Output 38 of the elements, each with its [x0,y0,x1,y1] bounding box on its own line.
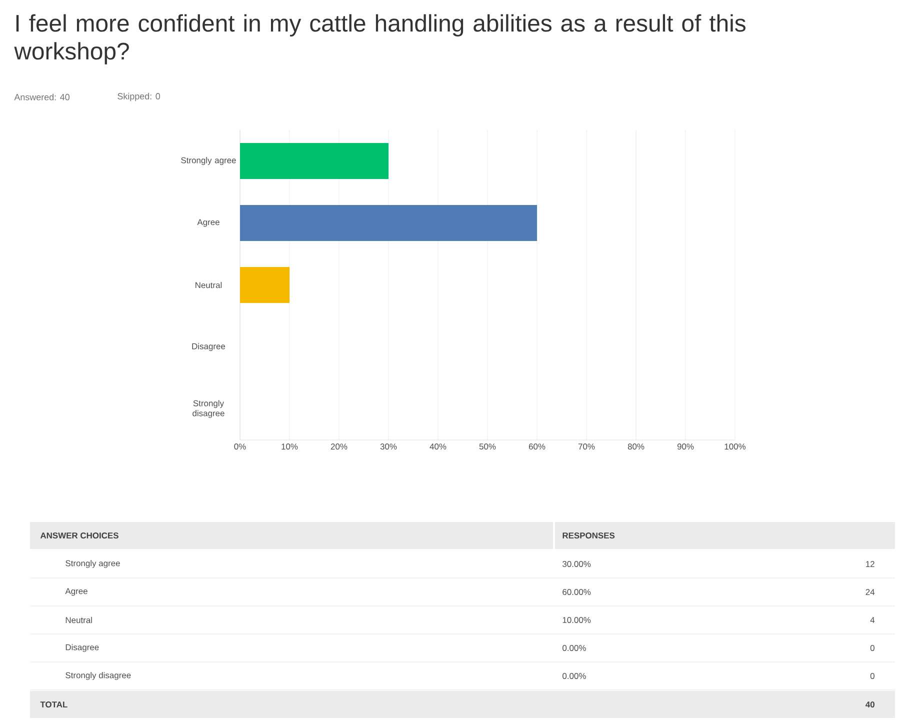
text: TOTAL [40,702,68,708]
x-tick-label: 10% [282,444,298,450]
text: 10.00% [562,617,591,623]
x-tick-label: 70% [578,444,595,450]
x-tick-label: 50% [479,444,496,450]
y-tick-label: Neutral [196,282,222,288]
text: 60.00% [562,589,591,595]
text: 0 [870,645,874,651]
chart-title: I feel more confident in my cattle handling abilities as a result of this workshop? [14,14,746,64]
text: 4 [870,617,875,623]
category-label: Strongly disagree [66,672,131,680]
x-tick-label: 100% [724,444,746,450]
x-tick-label: 60% [528,444,546,450]
y-tick-label: Strongly agree [181,157,236,165]
x-tick-label: 80% [628,444,644,450]
text: 24 [866,589,875,595]
category-label: Agree [65,588,88,596]
text: 0.00% [562,673,586,679]
x-tick-label: 30% [380,444,397,450]
x-tick-label: 0% [234,444,246,450]
text: Answered: 40 [14,94,70,100]
text: Skipped: 0 [118,92,160,102]
x-tick-label: 90% [677,444,694,450]
x-tick-label: 40% [430,444,446,450]
text: ANSWER CHOICES [40,532,118,538]
y-tick-label: Strongly disagree [192,400,224,418]
text: 40 [866,702,874,708]
text: RESPONSES [562,532,615,538]
text: 12 [866,561,874,567]
category-label: Neutral [66,616,92,624]
category-label: Disagree [66,644,99,652]
y-tick-label: Disagree [192,343,226,351]
x-tick-label: 20% [330,444,348,450]
text: 0.00% [562,645,586,651]
y-tick-label: Agree [197,219,220,227]
category-label: Strongly agree [66,560,120,568]
text: 30.00% [562,561,591,567]
text: 0 [870,673,874,679]
